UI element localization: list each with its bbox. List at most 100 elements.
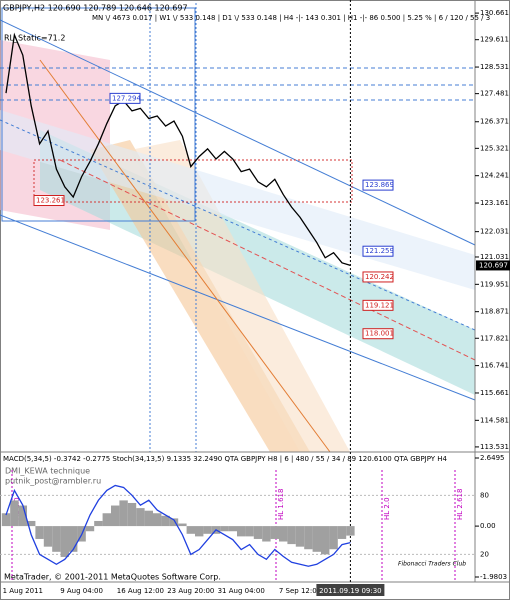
chart-title: GBPJPY,H2 120.690 120.789 120.646 120.69… xyxy=(3,4,188,13)
x-tick-label: 7 Sep 12:00 xyxy=(279,587,321,595)
y-tick-label: 124.241 xyxy=(480,172,509,180)
macd-bar xyxy=(203,526,212,534)
header-stats: MN \/ 4673 0.017 | W1 \/ 533 0.148 | D1 … xyxy=(92,14,490,22)
macd-bar xyxy=(186,526,195,534)
macd-bar xyxy=(35,526,44,539)
macd-bar xyxy=(161,515,170,527)
credit: DMI_KEWA technique xyxy=(5,467,90,476)
macd-bar xyxy=(329,526,338,550)
y-tick-label: 129.611 xyxy=(480,36,509,44)
macd-bar xyxy=(18,505,27,527)
macd-bar xyxy=(245,526,254,537)
x-tick-label: 16 Aug 12:00 xyxy=(117,587,164,595)
macd-bar xyxy=(253,526,263,539)
macd-bar xyxy=(304,526,313,550)
rl-static: RL_Static=71.2 xyxy=(4,34,65,43)
y-tick-label: 0.00 xyxy=(480,522,496,530)
price-box xyxy=(362,299,394,311)
y-tick-label: 128.531 xyxy=(480,63,509,71)
x-tick-label: 9 Aug 04:00 xyxy=(60,587,103,595)
y-tick-label: 117.821 xyxy=(480,334,509,342)
macd-bar xyxy=(102,513,111,527)
time-label: HL 1.618 xyxy=(277,489,285,520)
macd-bar xyxy=(69,526,78,552)
stoch-line xyxy=(5,484,351,567)
y-tick-label: 2.6495 xyxy=(480,454,505,462)
macd-bar xyxy=(228,526,237,532)
macd-bar xyxy=(94,520,103,527)
macd-bar xyxy=(10,500,19,527)
price-box xyxy=(33,195,65,207)
price-box-label: 120.242 xyxy=(365,273,394,281)
y-tick-label: 123.161 xyxy=(480,199,509,207)
y-tick-label: -1.9803 xyxy=(480,573,507,581)
y-tick-label: 119.951 xyxy=(480,280,509,288)
macd-bar xyxy=(220,526,229,532)
y-tick-label: 114.581 xyxy=(480,416,509,424)
last-price-label: 120.697 xyxy=(479,261,508,269)
x-tick-label: 31 Aug 04:00 xyxy=(218,587,265,595)
price-box xyxy=(362,179,394,191)
macd-bar xyxy=(111,505,120,527)
macd-bar xyxy=(153,513,162,527)
y-tick-label: 126.371 xyxy=(480,118,509,126)
price-box-label: 118.001 xyxy=(365,330,394,338)
y-tick-label: 115.661 xyxy=(480,389,509,397)
price-line xyxy=(5,32,351,266)
macd-bar xyxy=(43,526,53,547)
channels xyxy=(0,3,476,453)
x-tick-label: 2011.09.19 09:30 xyxy=(319,587,381,595)
macd-bar xyxy=(270,526,279,539)
macd-bar xyxy=(60,526,69,557)
y-tick-label: 113.531 xyxy=(480,443,509,451)
macd-bar xyxy=(119,500,128,527)
price-box-label: 123.869 xyxy=(365,181,394,189)
price-box xyxy=(362,328,394,340)
macd-bar xyxy=(237,526,246,537)
y-tick-label: 122.031 xyxy=(480,228,509,236)
y-tick-label: 127.481 xyxy=(480,90,509,98)
macd-bar xyxy=(1,513,11,527)
macd-bar xyxy=(127,502,137,527)
price-box-label: 127.294 xyxy=(112,94,141,102)
y2-tick-label: 80 xyxy=(480,491,489,499)
y-tick-label: 116.741 xyxy=(480,362,509,370)
price-box-label: 123.261 xyxy=(36,197,65,205)
current-time-bg xyxy=(316,584,385,596)
macd-bar xyxy=(295,526,305,547)
macd-bar xyxy=(169,518,179,527)
y2-tick-label: 20 xyxy=(480,550,489,558)
macd-bar xyxy=(195,526,204,537)
indicator-title: MACD(5,34,5) -0.3742 -0.2775 Stoch(34,13… xyxy=(3,455,448,463)
last-price-box xyxy=(476,260,510,271)
price-box xyxy=(109,92,141,104)
macd-bar xyxy=(346,526,355,536)
macd-bar xyxy=(85,526,95,532)
price-box-label: 121.259 xyxy=(365,247,394,255)
credit: Fibonacci Traders Club xyxy=(398,561,466,568)
macd-bar xyxy=(178,523,187,527)
macd-bar xyxy=(27,520,36,527)
macd-bar xyxy=(321,526,330,555)
macd-bar xyxy=(52,526,61,552)
y-tick-label: 125.321 xyxy=(480,144,509,152)
macd-bar xyxy=(312,526,321,552)
y-tick-label: 130.661 xyxy=(480,9,509,17)
macd-bar xyxy=(262,526,271,542)
macd-bar xyxy=(279,526,288,542)
x-tick-label: 23 Aug 20:00 xyxy=(167,587,214,595)
y-tick-label: 118.871 xyxy=(480,308,509,316)
price-box-label: 119.121 xyxy=(365,301,394,309)
time-label: HL 2.0 xyxy=(383,497,391,520)
macd-bar xyxy=(144,510,153,527)
price-box xyxy=(362,245,394,257)
macd-bar xyxy=(287,526,296,545)
x-tick-label: 1 Aug 2011 xyxy=(3,587,43,595)
time-label: HL 2.618 xyxy=(456,489,464,520)
macd-bar xyxy=(337,526,347,539)
macd-bar xyxy=(136,508,145,527)
price-box xyxy=(362,271,394,283)
copyright: MetaTrader, © 2001-2011 MetaQuotes Softw… xyxy=(4,573,221,582)
credit: putnik_post@rambler.ru xyxy=(5,477,101,486)
